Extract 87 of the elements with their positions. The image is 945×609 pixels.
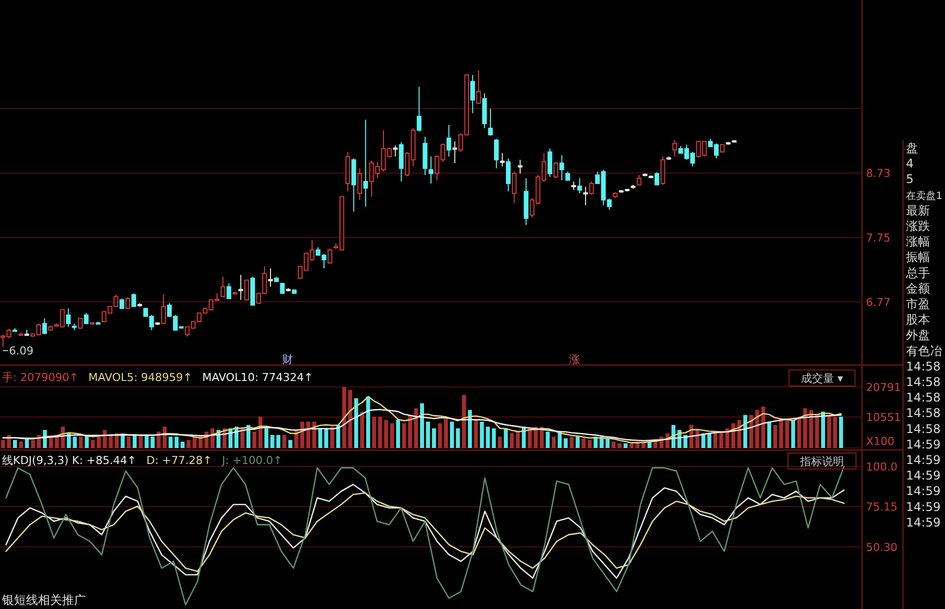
candlestick <box>84 312 89 324</box>
text: 在卖盘1 <box>906 190 942 202</box>
text: 市盈 <box>906 297 930 311</box>
candlestick <box>66 308 71 328</box>
text: 盘 <box>906 141 918 155</box>
candlestick <box>554 161 558 179</box>
annotation: D: +77.28↑ <box>146 454 212 467</box>
candlestick <box>506 158 511 192</box>
y-tick-label: 10551 <box>866 411 901 424</box>
annotation: 银短线相关推广 <box>1 593 86 607</box>
annotation: 财 <box>282 353 293 366</box>
candlestick <box>500 152 505 167</box>
y-tick-label: 7.75 <box>866 231 890 244</box>
candlestick <box>559 154 564 181</box>
candlestick <box>328 248 332 264</box>
annotation: 指标说明 <box>799 455 844 468</box>
y-tick-label: 6.77 <box>866 296 890 309</box>
text: 外盘 <box>906 328 930 342</box>
candlestick <box>476 70 481 104</box>
line-series <box>5 484 845 579</box>
candlestick <box>583 186 588 206</box>
annotation: MAVOL10: 774324↑ <box>202 371 314 384</box>
candlestick <box>518 159 523 174</box>
text: 14:59 <box>906 484 941 498</box>
y-tick-label: X100 <box>866 435 895 448</box>
candlestick <box>398 142 404 182</box>
annotation: 线KDJ(9,3,3) K: +85.44↑ <box>2 454 136 467</box>
candlestick <box>428 156 434 184</box>
candlestick <box>268 268 273 288</box>
candlestick <box>512 171 517 204</box>
candlestick <box>446 124 452 158</box>
line-series <box>5 492 845 572</box>
candlestick <box>660 156 666 186</box>
candlestick <box>161 294 166 325</box>
candlestick <box>238 274 244 300</box>
candlestick <box>636 174 642 186</box>
candlestick <box>654 172 660 186</box>
annotation: MAVOL5: 948959↑ <box>88 371 192 384</box>
text: 14:59 <box>906 468 941 483</box>
candlestick <box>357 168 362 200</box>
candlestick <box>226 282 232 300</box>
candlestick <box>131 292 136 307</box>
candlestick <box>416 86 422 132</box>
text: 总手 <box>905 266 930 280</box>
text: 14:59 <box>906 515 941 530</box>
annotation: 成交量 ▾ <box>800 372 844 385</box>
text: 振幅 <box>906 250 930 264</box>
candlestick <box>672 140 678 158</box>
text: 14:58 <box>906 375 941 389</box>
text: 14:58 <box>906 422 941 436</box>
text: 14:59 <box>906 453 941 467</box>
candlestick <box>494 138 499 169</box>
y-tick-label: 20791 <box>866 380 901 394</box>
text: 14:59 <box>906 437 941 452</box>
candlestick <box>488 108 493 136</box>
text: 最新 <box>906 203 930 218</box>
text: 4 <box>906 156 914 171</box>
candlestick <box>589 181 594 196</box>
annotation: J: +100.0↑ <box>220 454 282 467</box>
candlestick <box>363 119 368 208</box>
candlestick <box>577 178 582 194</box>
candlestick <box>470 74 475 114</box>
text: 14:58 <box>906 406 941 420</box>
candlestick <box>548 148 552 178</box>
y-tick-label: 100.0 <box>866 460 898 474</box>
text: 涨跌 <box>906 219 930 233</box>
text: 股本 <box>906 312 930 327</box>
candlestick <box>120 298 124 309</box>
annotation: 6.09 <box>8 344 34 358</box>
candlestick <box>452 140 458 164</box>
text: 涨幅 <box>906 234 930 249</box>
annotation: 手: 2079090↑ <box>2 371 78 384</box>
candlestick <box>244 280 250 302</box>
y-tick-label: 8.73 <box>866 166 890 180</box>
text: 有色冶 <box>906 344 942 358</box>
text: 金额 <box>906 281 930 296</box>
text: 14:58 <box>906 359 941 374</box>
text: 14:58 <box>906 390 941 405</box>
candlestick <box>42 318 47 335</box>
candlestick <box>78 318 83 330</box>
candlestick <box>220 276 226 298</box>
candlestick <box>392 144 398 158</box>
text: 14:59 <box>906 500 941 514</box>
y-tick-label: 50.30 <box>866 540 898 554</box>
annotation: 涨 <box>569 353 580 366</box>
text: 5 <box>906 172 914 186</box>
y-tick-label: 75.15 <box>866 500 898 514</box>
